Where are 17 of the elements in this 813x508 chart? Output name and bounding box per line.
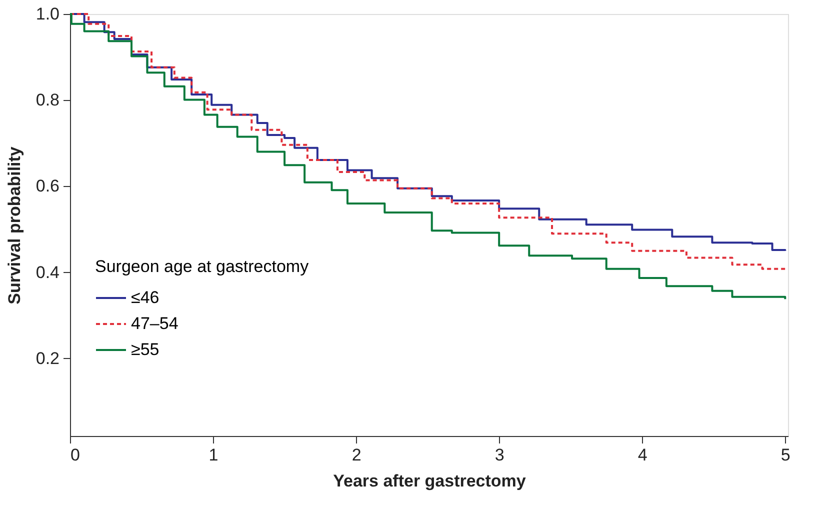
y-tick-label: 0.8 [36,90,60,110]
legend-title: Surgeon age at gastrectomy [95,257,310,276]
x-tick-label: 3 [494,446,504,464]
x-tick-label: 0 [70,446,80,464]
y-tick-label: 0.6 [36,176,60,196]
y-tick-label: 0.4 [36,262,60,282]
x-tick-label: 4 [638,446,648,464]
y-axis-title: Survival probability [4,146,24,304]
legend-label: ≤46 [131,288,160,307]
legend-label: ≥55 [131,340,160,359]
y-tick-label: 0.2 [36,348,60,368]
legend-label: 47–54 [131,314,178,333]
x-axis-title: Years after gastrectomy [333,472,526,490]
y-tick-label: 1.0 [36,4,60,24]
x-tick-label: 2 [352,446,362,464]
x-tick-label: 1 [208,446,218,464]
x-tick-label: 5 [780,446,790,464]
